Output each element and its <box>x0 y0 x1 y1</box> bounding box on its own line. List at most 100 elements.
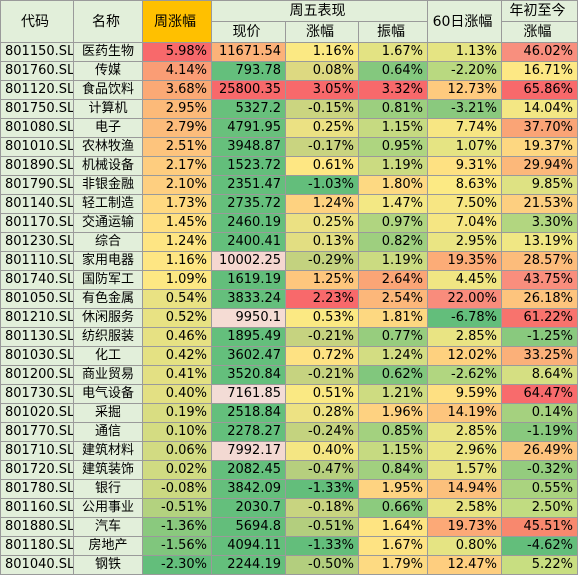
price-cell: 2400.41 <box>211 232 286 252</box>
price-cell: 2518.84 <box>211 403 286 423</box>
name-cell: 综合 <box>73 232 143 252</box>
name-cell: 采掘 <box>73 403 143 423</box>
table-row[interactable]: 801020.SL 采掘 0.19% 2518.84 0.28% 1.96% 14.19% 0… <box>0 403 578 423</box>
price-cell: 1619.19 <box>211 270 286 290</box>
table-row[interactable]: 801770.SL 通信 0.10% 2278.27 -0.24% 0.85% 2.85% -… <box>0 422 578 442</box>
table-row[interactable]: 801050.SL 有色金属 0.54% 3833.24 2.23% 2.54% 22.00… <box>0 289 578 309</box>
header-name[interactable]: 名称 <box>73 0 143 43</box>
name-cell: 化工 <box>73 346 143 366</box>
ytd-change-cell: 0.14% <box>501 403 578 423</box>
ytd-change-cell: 16.71% <box>501 61 578 81</box>
code-cell: 801750.SL <box>0 99 74 119</box>
table-row[interactable]: 801720.SL 建筑装饰 0.02% 2082.45 -0.47% 0.84% 1.57… <box>0 460 578 480</box>
d60-change-cell: 2.96% <box>427 441 503 461</box>
d60-change-cell: 7.50% <box>427 194 503 214</box>
table-row[interactable]: 801110.SL 家用电器 1.16% 10002.25 -0.29% 1.19% 19.… <box>0 251 578 271</box>
week-change-cell: 0.41% <box>142 365 212 385</box>
table-row[interactable]: 801130.SL 纺织服装 0.46% 1895.49 -0.21% 0.77% 2.85… <box>0 327 578 347</box>
code-cell: 801880.SL <box>0 517 74 537</box>
table-row[interactable]: 801750.SL 计算机 2.95% 5327.2 -0.15% 0.81% -3.21%… <box>0 99 578 119</box>
table-row[interactable]: 801030.SL 化工 0.42% 3602.47 0.72% 1.24% 12.02% 3… <box>0 346 578 366</box>
table-row[interactable]: 801890.SL 机械设备 2.17% 1523.72 0.61% 1.19% 9.31%… <box>0 156 578 176</box>
amplitude-cell: 1.67% <box>357 536 429 556</box>
name-cell: 钢铁 <box>73 555 143 575</box>
header-week-change[interactable]: 周涨幅 <box>142 0 212 43</box>
price-cell: 7161.85 <box>211 384 286 404</box>
header-ytd-line2[interactable]: 涨幅 <box>501 21 578 43</box>
price-cell: 3948.87 <box>211 137 286 157</box>
amplitude-cell: 1.79% <box>357 555 429 575</box>
table-row[interactable]: 801170.SL 交通运输 1.45% 2460.19 0.25% 0.97% 7.04%… <box>0 213 578 233</box>
d60-change-cell: 22.00% <box>427 289 503 309</box>
table-row[interactable]: 801140.SL 轻工制造 1.73% 2735.72 1.24% 1.47% 7.50%… <box>0 194 578 214</box>
change-cell: -0.21% <box>285 327 359 347</box>
change-cell: -0.47% <box>285 460 359 480</box>
amplitude-cell: 0.95% <box>357 137 429 157</box>
name-cell: 传媒 <box>73 61 143 81</box>
price-cell: 11671.54 <box>211 42 286 62</box>
week-change-cell: 2.95% <box>142 99 212 119</box>
d60-change-cell: 12.73% <box>427 80 503 100</box>
ytd-change-cell: 28.57% <box>501 251 578 271</box>
ytd-change-cell: 19.37% <box>501 137 578 157</box>
table-row[interactable]: 801120.SL 食品饮料 3.68% 25800.35 3.05% 3.32% 12.7… <box>0 80 578 100</box>
price-cell: 9950.1 <box>211 308 286 328</box>
header-amplitude[interactable]: 振幅 <box>357 21 429 43</box>
amplitude-cell: 2.54% <box>357 289 429 309</box>
d60-change-cell: 1.13% <box>427 42 503 62</box>
price-cell: 1523.72 <box>211 156 286 176</box>
week-change-cell: -0.08% <box>142 479 212 499</box>
d60-change-cell: 9.59% <box>427 384 503 404</box>
code-cell: 801210.SL <box>0 308 74 328</box>
table-row[interactable]: 801210.SL 休闲服务 0.52% 9950.1 0.53% 1.81% -6.78%… <box>0 308 578 328</box>
table-row[interactable]: 801160.SL 公用事业 -0.51% 2030.7 -0.18% 0.66% 2.58… <box>0 498 578 518</box>
week-change-cell: 0.06% <box>142 441 212 461</box>
table-row[interactable]: 801150.SL 医药生物 5.98% 11671.54 1.16% 1.67% 1.13… <box>0 42 578 62</box>
header-price[interactable]: 现价 <box>211 21 286 43</box>
table-row[interactable]: 801740.SL 国防军工 1.09% 1619.19 1.25% 2.64% 4.45%… <box>0 270 578 290</box>
ytd-change-cell: 26.18% <box>501 289 578 309</box>
table-row[interactable]: 801230.SL 综合 1.24% 2400.41 0.13% 0.82% 2.95% 13… <box>0 232 578 252</box>
table-row[interactable]: 801200.SL 商业贸易 0.41% 3520.84 -0.21% 0.62% -2.6… <box>0 365 578 385</box>
change-cell: 0.25% <box>285 118 359 138</box>
table-row[interactable]: 801790.SL 非银金融 2.10% 2351.47 -1.03% 1.80% 8.63… <box>0 175 578 195</box>
amplitude-cell: 1.96% <box>357 403 429 423</box>
amplitude-cell: 1.21% <box>357 384 429 404</box>
price-cell: 7992.17 <box>211 441 286 461</box>
header-ytd-line1[interactable]: 年初至今 <box>501 0 578 22</box>
table-row[interactable]: 801010.SL 农林牧渔 2.51% 3948.87 -0.17% 0.95% 1.07… <box>0 137 578 157</box>
price-cell: 4791.95 <box>211 118 286 138</box>
week-change-cell: 2.10% <box>142 175 212 195</box>
header-code[interactable]: 代码 <box>0 0 74 43</box>
header-60d-change[interactable]: 60日涨幅 <box>427 0 503 43</box>
d60-change-cell: 2.85% <box>427 327 503 347</box>
header-change[interactable]: 涨幅 <box>285 21 359 43</box>
ytd-change-cell: 26.49% <box>501 441 578 461</box>
code-cell: 801050.SL <box>0 289 74 309</box>
week-change-cell: 4.14% <box>142 61 212 81</box>
week-change-cell: 0.52% <box>142 308 212 328</box>
ytd-change-cell: 33.25% <box>501 346 578 366</box>
table-row[interactable]: 801760.SL 传媒 4.14% 793.78 0.08% 0.64% -2.20% 16… <box>0 61 578 81</box>
ytd-change-cell: 8.64% <box>501 365 578 385</box>
table-row[interactable]: 801880.SL 汽车 -1.36% 5694.8 -0.51% 1.64% 19.73%… <box>0 517 578 537</box>
week-change-cell: 0.40% <box>142 384 212 404</box>
amplitude-cell: 1.47% <box>357 194 429 214</box>
table-row[interactable]: 801730.SL 电气设备 0.40% 7161.85 0.51% 1.21% 9.59%… <box>0 384 578 404</box>
d60-change-cell: 2.85% <box>427 422 503 442</box>
d60-change-cell: 12.47% <box>427 555 503 575</box>
table-row[interactable]: 801180.SL 房地产 -1.56% 4094.11 -1.33% 1.67% 0.80… <box>0 536 578 556</box>
table-row[interactable]: 801040.SL 钢铁 -2.30% 2244.19 -0.50% 1.79% 12.47… <box>0 555 578 575</box>
week-change-cell: -2.30% <box>142 555 212 575</box>
change-cell: 1.25% <box>285 270 359 290</box>
change-cell: 0.25% <box>285 213 359 233</box>
table-row[interactable]: 801780.SL 银行 -0.08% 3842.09 -1.33% 1.95% 14.94… <box>0 479 578 499</box>
table-row[interactable]: 801080.SL 电子 2.79% 4791.95 0.25% 1.15% 7.74% 37… <box>0 118 578 138</box>
name-cell: 商业贸易 <box>73 365 143 385</box>
amplitude-cell: 1.67% <box>357 42 429 62</box>
table-row[interactable]: 801710.SL 建筑材料 0.06% 7992.17 0.40% 1.15% 2.96%… <box>0 441 578 461</box>
name-cell: 银行 <box>73 479 143 499</box>
change-cell: -1.03% <box>285 175 359 195</box>
ytd-change-cell: -4.62% <box>501 536 578 556</box>
amplitude-cell: 0.62% <box>357 365 429 385</box>
